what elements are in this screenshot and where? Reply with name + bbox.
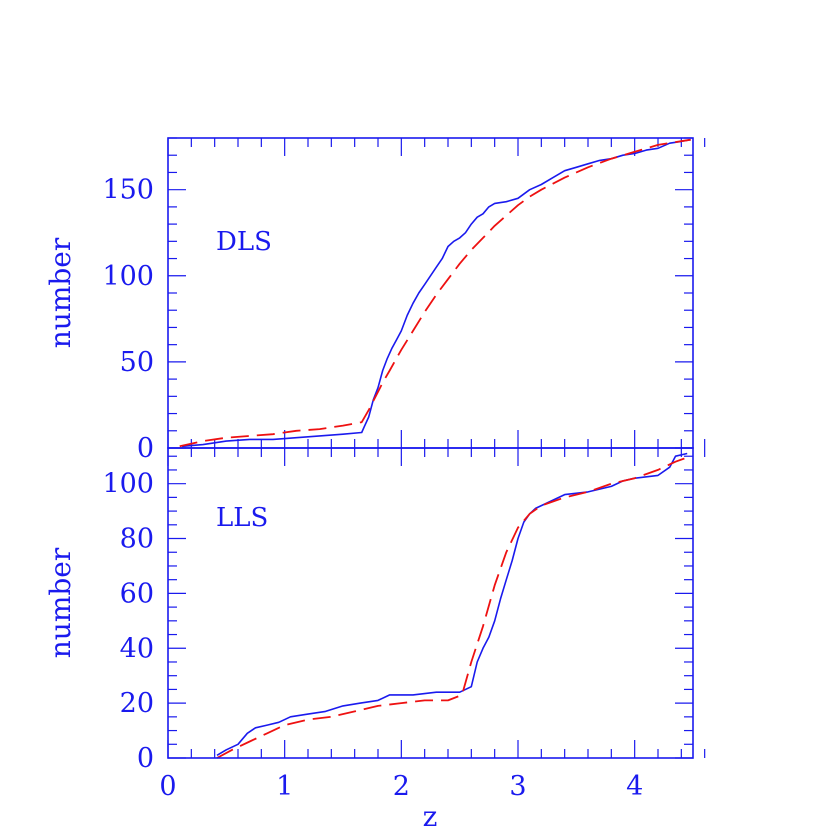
bottom-panel-y-tick-label: 40	[120, 633, 154, 664]
x-axis-title: z	[423, 800, 438, 830]
top-panel-y-axis-title: number	[44, 237, 77, 348]
top-panel-solid-line	[181, 138, 691, 448]
bottom-panel-x-tick-label: 2	[393, 771, 410, 802]
bottom-panel-y-tick-label: 20	[120, 688, 154, 719]
bottom-panel-series	[216, 452, 692, 759]
bottom-panel-label: LLS	[216, 503, 268, 533]
top-panel-tick-labels: 0 50 100 150	[102, 175, 154, 464]
top-panel-label: DLS	[216, 227, 272, 257]
bottom-panel-dashed-line	[216, 455, 692, 759]
bottom-panel-x-tick-label: 1	[276, 771, 293, 802]
top-panel-series	[179, 138, 691, 448]
top-panel-y-tick-label: 150	[102, 175, 154, 206]
top-panel-dashed-line	[179, 138, 691, 448]
top-panel-ticks	[167, 137, 706, 449]
bottom-panel-y-axis-title: number	[44, 547, 77, 658]
top-panel-y-tick-label: 0	[137, 433, 154, 464]
top-panel-y-tick-label: 100	[102, 261, 154, 292]
bottom-panel-solid-line	[216, 452, 688, 756]
bottom-panel-x-tick-label: 0	[159, 771, 176, 802]
bottom-panel-y-tick-label: 60	[120, 578, 154, 609]
top-panel-y-tick-label: 50	[120, 347, 154, 378]
bottom-panel-frame	[167, 447, 694, 759]
bottom-panel-y-tick-label: 100	[102, 469, 154, 500]
bottom-panel: 0 20 40 60 80 100 0 1 2 3 4 LLS number z	[44, 447, 706, 830]
top-panel-frame	[167, 137, 694, 449]
top-panel: 0 50 100 150 DLS number	[44, 137, 706, 464]
bottom-panel-tick-labels: 0 20 40 60 80 100 0 1 2 3 4	[102, 469, 643, 802]
bottom-panel-y-tick-label: 0	[137, 743, 154, 774]
bottom-panel-ticks	[167, 448, 706, 759]
bottom-panel-x-tick-label: 3	[509, 771, 526, 802]
bottom-panel-y-tick-label: 80	[120, 524, 154, 555]
bottom-panel-x-tick-label: 4	[626, 771, 643, 802]
